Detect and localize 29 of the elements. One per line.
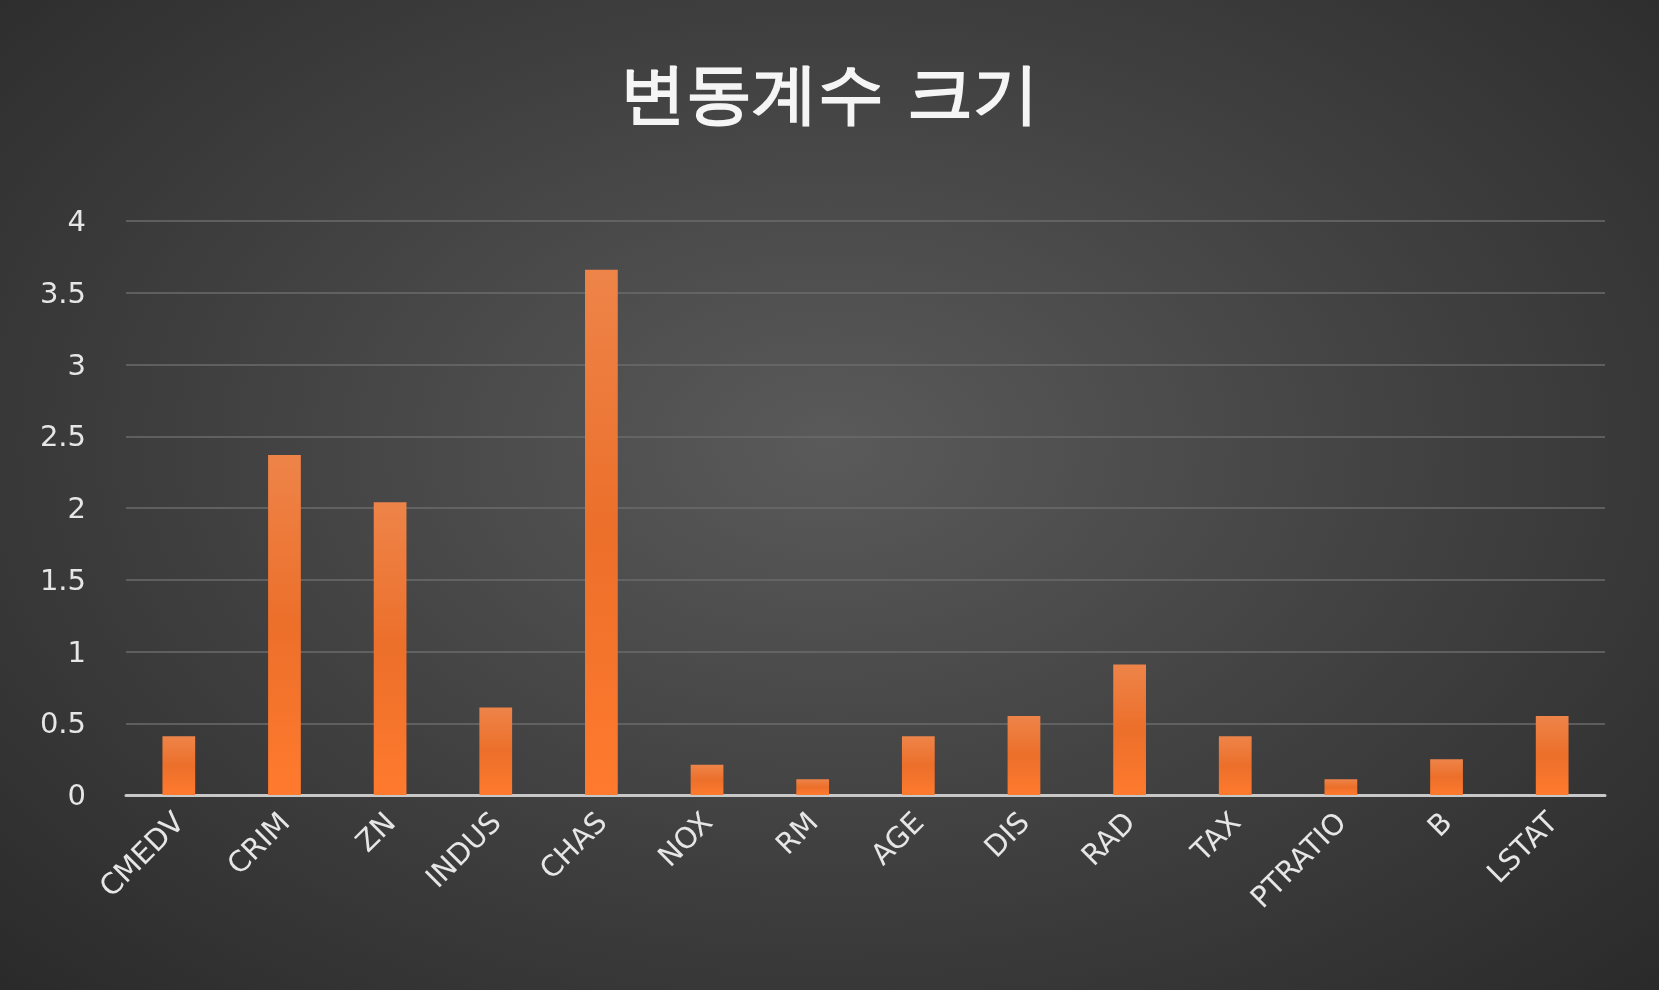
bar <box>1007 716 1041 795</box>
y-tick-label: 0 <box>67 778 86 812</box>
bar <box>268 454 301 795</box>
y-tick-label: 0.5 <box>39 706 86 741</box>
bar <box>585 269 618 795</box>
y-tick-label: 2.5 <box>39 419 86 454</box>
y-tick-label: 4 <box>67 204 86 238</box>
bar <box>373 502 407 795</box>
bar <box>162 736 196 795</box>
bar <box>1113 664 1146 795</box>
y-tick-label: 3 <box>67 347 86 382</box>
y-tick-label: 1 <box>67 634 86 669</box>
x-tick-label: TAX <box>1183 804 1248 869</box>
chart-title: 변동계수 크기 <box>620 54 1039 132</box>
x-tick-label: B <box>1420 804 1459 844</box>
bar <box>1324 779 1358 795</box>
y-tick-label: 3.5 <box>39 275 86 310</box>
y-tick-label: 1.5 <box>39 562 86 597</box>
y-tick-label: 2 <box>67 491 86 525</box>
bar <box>1218 736 1252 795</box>
x-tick-label: RM <box>768 804 825 861</box>
bar <box>1430 759 1463 795</box>
bar <box>479 707 513 795</box>
bar <box>901 736 935 795</box>
x-tick-label: ZN <box>348 804 403 859</box>
bar <box>690 764 724 795</box>
x-tick-label: DIS <box>977 804 1036 864</box>
bar <box>1535 716 1569 795</box>
bar <box>796 779 830 795</box>
